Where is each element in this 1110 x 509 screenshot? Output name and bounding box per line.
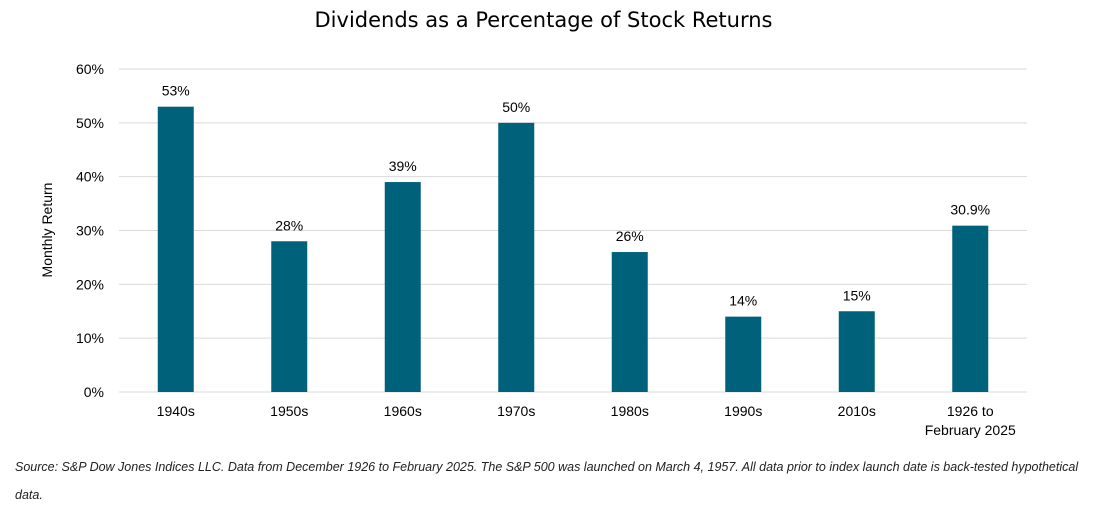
- y-tick-label: 60%: [76, 61, 104, 77]
- x-tick-label: February 2025: [925, 422, 1016, 438]
- y-tick-label: 30%: [76, 223, 104, 239]
- bar: [271, 241, 308, 392]
- data-label: 14%: [729, 293, 757, 309]
- x-tick-label: 1940s: [157, 403, 195, 419]
- bar: [725, 316, 762, 392]
- data-label: 53%: [162, 83, 190, 99]
- bar-chart: 53% 28% 39% 50% 26% 14% 15% 30.9% 0% 10% 20% 30% 40…: [39, 61, 1027, 438]
- source-note: Source: S&P Dow Jones Indices LLC. Data …: [15, 460, 1079, 502]
- data-label: 30.9%: [950, 202, 990, 218]
- bars: [157, 106, 989, 392]
- x-tick-label: 1990s: [724, 403, 762, 419]
- y-tick-label: 40%: [76, 169, 104, 185]
- data-label: 50%: [502, 99, 530, 115]
- bar: [838, 311, 875, 392]
- y-tick-label: 0%: [84, 384, 104, 400]
- bar: [498, 122, 535, 392]
- x-tick-label: 1980s: [611, 403, 649, 419]
- x-tick-label: 2010s: [838, 403, 876, 419]
- y-axis-label: Monthly Return: [39, 183, 55, 278]
- data-labels: 53% 28% 39% 50% 26% 14% 15% 30.9%: [162, 83, 990, 309]
- bar: [384, 182, 421, 392]
- bar: [952, 225, 989, 392]
- bar: [157, 106, 194, 392]
- x-tick-label: 1970s: [497, 403, 535, 419]
- x-axis-ticks: 1940s 1950s 1960s 1970s 1980s 1990s 2010s 1926 …: [157, 403, 1016, 438]
- x-tick-label: 1960s: [384, 403, 422, 419]
- y-axis-ticks: 0% 10% 20% 30% 40% 50% 60%: [76, 61, 104, 400]
- data-label: 28%: [275, 217, 303, 233]
- x-tick-label: 1926 to: [947, 403, 994, 419]
- y-tick-label: 20%: [76, 276, 104, 292]
- data-label: 26%: [616, 228, 644, 244]
- x-tick-label: 1950s: [270, 403, 308, 419]
- bar: [611, 252, 648, 392]
- chart-title: Dividends as a Percentage of Stock Retur…: [314, 8, 773, 32]
- gridlines: [119, 68, 1027, 393]
- y-tick-label: 50%: [76, 115, 104, 131]
- y-tick-label: 10%: [76, 330, 104, 346]
- data-label: 15%: [843, 287, 871, 303]
- data-label: 39%: [389, 158, 417, 174]
